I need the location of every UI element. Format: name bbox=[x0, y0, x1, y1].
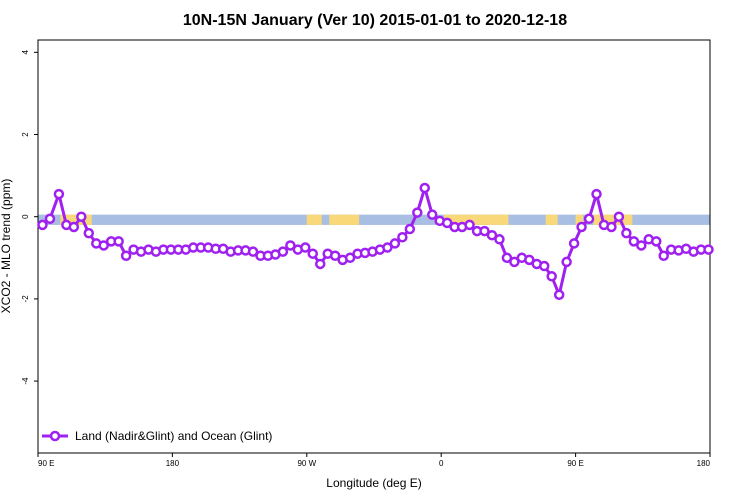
data-point bbox=[501, 252, 513, 264]
series-line bbox=[41, 186, 709, 297]
y-tick-label: 4 bbox=[21, 50, 30, 55]
data-point bbox=[426, 209, 438, 220]
land-segment bbox=[60, 214, 92, 225]
x-tick-label: 180 bbox=[166, 459, 180, 468]
y-tick-label: -4 bbox=[21, 377, 30, 385]
data-point bbox=[553, 289, 565, 301]
data-point bbox=[344, 252, 356, 264]
y-tick-label: 0 bbox=[21, 214, 30, 219]
data-point bbox=[37, 219, 48, 231]
data-point bbox=[583, 213, 595, 225]
data-point bbox=[636, 240, 647, 251]
land-segment bbox=[329, 214, 360, 225]
land-ocean-strip bbox=[38, 214, 710, 225]
data-point bbox=[576, 221, 587, 233]
legend-swatch-marker bbox=[49, 430, 61, 442]
plot-frame bbox=[37, 39, 711, 454]
ocean-band bbox=[38, 214, 710, 225]
series-layer bbox=[37, 182, 714, 301]
data-point bbox=[389, 238, 401, 249]
data-point bbox=[285, 240, 296, 251]
data-point bbox=[494, 234, 505, 245]
data-point bbox=[658, 250, 669, 261]
chart-title: 10N-15N January (Ver 10) 2015-01-01 to 2… bbox=[183, 12, 567, 29]
data-point bbox=[397, 232, 408, 243]
data-point bbox=[382, 242, 393, 253]
data-point bbox=[412, 207, 423, 218]
data-point bbox=[83, 227, 95, 239]
data-point bbox=[524, 254, 535, 266]
data-point bbox=[53, 188, 65, 200]
legend: Land (Nadir&Glint) and Ocean (Glint) bbox=[42, 429, 272, 443]
legend-label: Land (Nadir&Glint) and Ocean (Glint) bbox=[75, 429, 272, 443]
data-point bbox=[464, 219, 475, 231]
data-point bbox=[419, 182, 431, 194]
x-tick-label: 180 bbox=[697, 459, 711, 468]
data-point bbox=[650, 236, 662, 247]
data-point bbox=[486, 229, 498, 241]
data-point bbox=[76, 211, 87, 222]
data-point bbox=[314, 258, 326, 270]
data-point bbox=[247, 246, 259, 257]
x-tick-label: 90 E bbox=[38, 459, 54, 468]
data-point bbox=[621, 227, 632, 239]
data-point bbox=[404, 223, 416, 235]
data-point bbox=[113, 236, 124, 247]
x-axis: 90 E 180 90 W 0 90 E 180 bbox=[37, 453, 711, 468]
x-tick-label: 0 bbox=[439, 459, 444, 468]
data-point bbox=[613, 211, 625, 222]
data-point bbox=[68, 221, 80, 233]
data-point bbox=[307, 248, 319, 259]
land-segment bbox=[575, 214, 584, 225]
y-axis: 4 2 0 -2 -4 bbox=[21, 50, 38, 385]
y-axis-label: XCO2 - MLO trend (ppm) bbox=[0, 179, 13, 314]
land-segment bbox=[306, 214, 322, 225]
data-point bbox=[120, 250, 132, 261]
data-point bbox=[591, 188, 602, 200]
data-point bbox=[606, 221, 617, 233]
data-point bbox=[98, 240, 109, 251]
land-segment bbox=[444, 214, 509, 225]
land-segment bbox=[593, 214, 633, 225]
data-point bbox=[538, 260, 550, 272]
data-point bbox=[628, 236, 640, 247]
data-point bbox=[509, 256, 520, 268]
x-axis-label: Longitude (deg E) bbox=[326, 476, 421, 490]
data-point bbox=[441, 217, 453, 229]
data-point bbox=[277, 246, 289, 257]
y-tick-label: 2 bbox=[21, 132, 30, 137]
y-tick-label: -2 bbox=[21, 295, 30, 303]
x-tick-label: 90 E bbox=[567, 459, 583, 468]
data-point bbox=[329, 250, 341, 261]
data-point bbox=[568, 238, 580, 249]
data-point bbox=[479, 225, 490, 237]
x-tick-label: 90 W bbox=[297, 459, 316, 468]
data-point bbox=[44, 213, 56, 225]
data-point bbox=[703, 244, 714, 255]
data-point bbox=[300, 242, 311, 253]
data-point bbox=[561, 256, 572, 268]
land-segment bbox=[545, 214, 558, 225]
data-point bbox=[546, 271, 557, 282]
